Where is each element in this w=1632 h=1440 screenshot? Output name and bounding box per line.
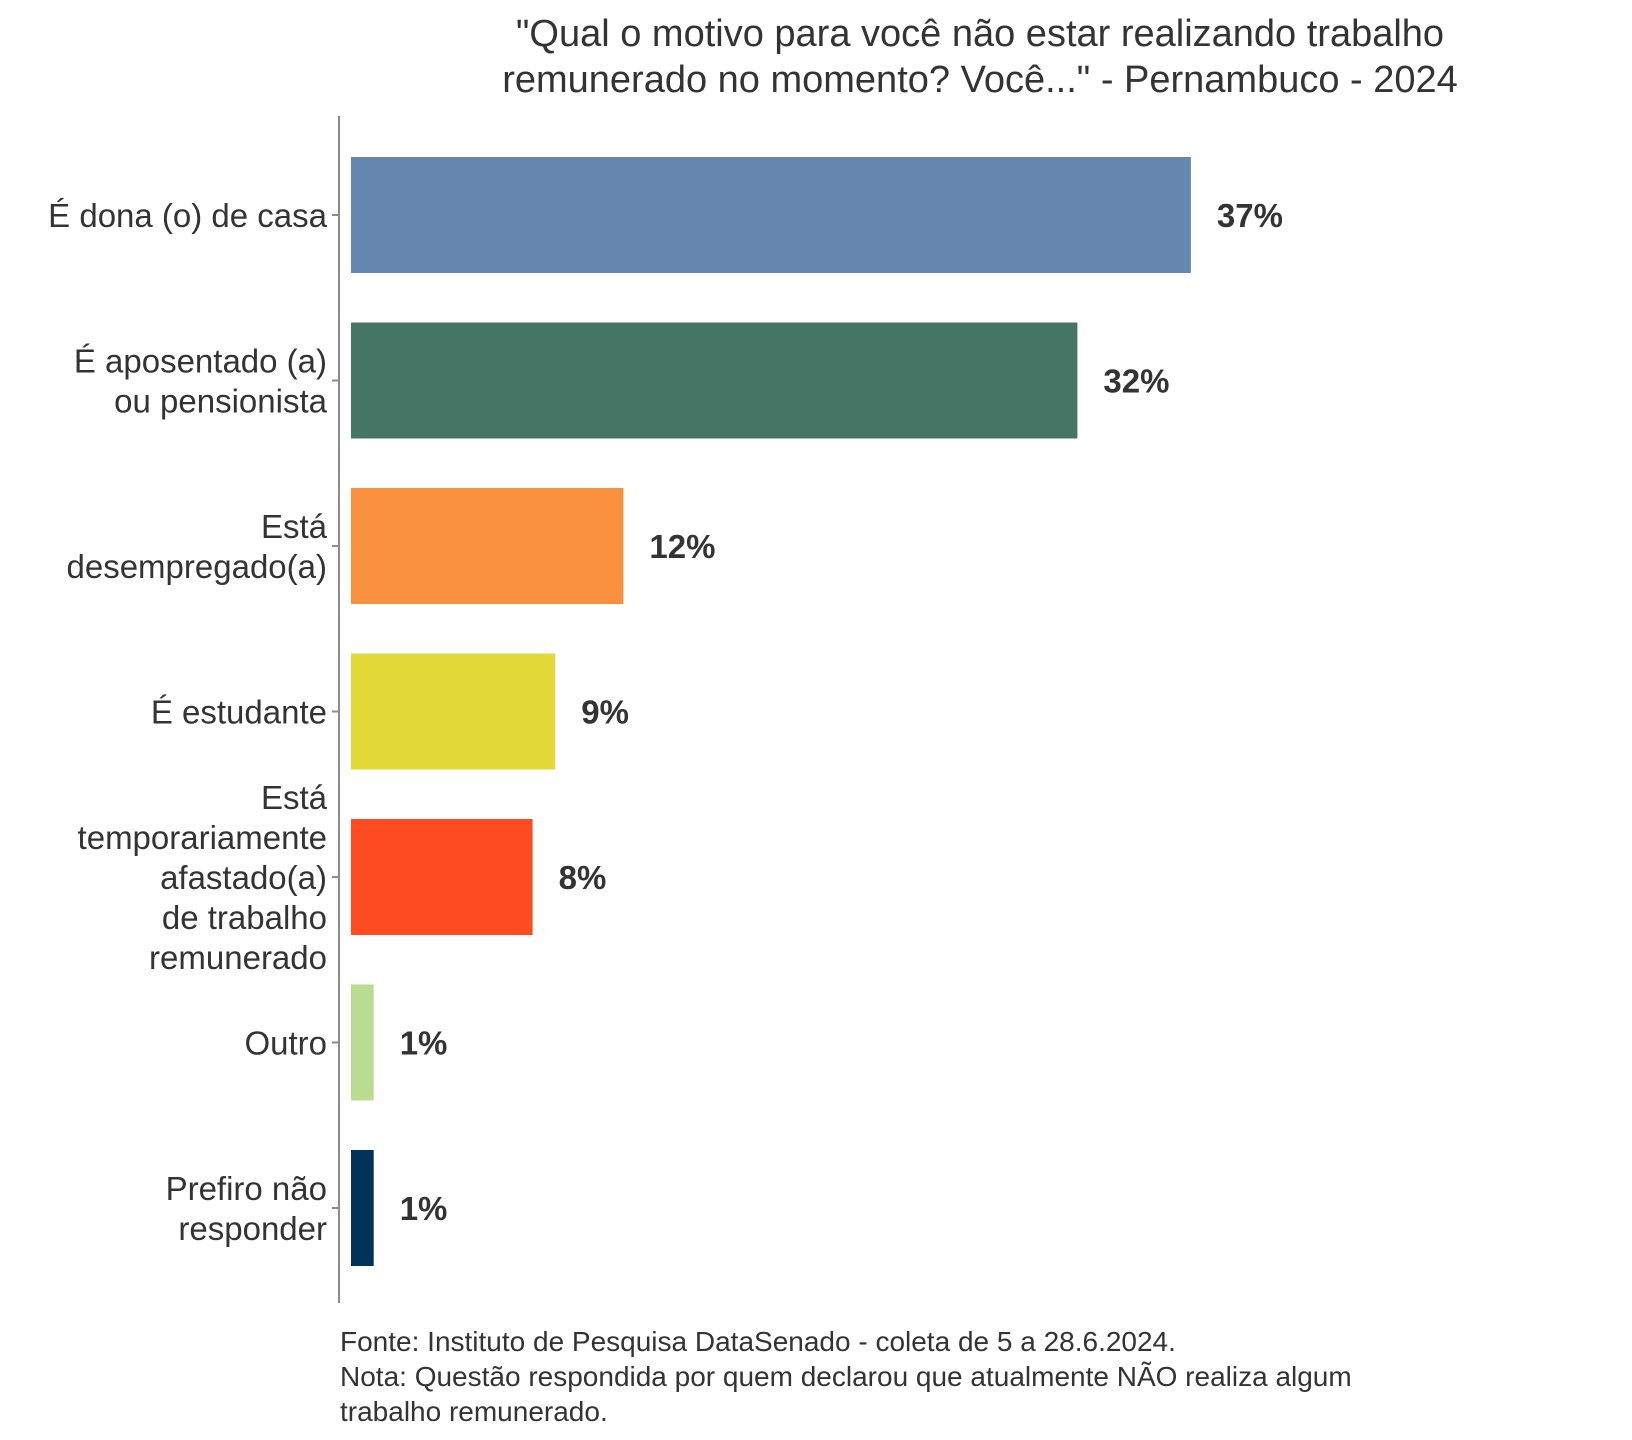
category-label-line: Está [261, 779, 328, 816]
category-label-line: responder [178, 1210, 327, 1247]
category-label-line: remunerado [149, 939, 327, 976]
category-label-line: Está [261, 508, 328, 545]
caption-note-line-1: Nota: Questão respondida por quem declar… [340, 1361, 1352, 1392]
bar-0 [351, 157, 1191, 273]
y-axis-labels: É dona (o) de casa É aposentado (a) ou pen… [48, 197, 327, 1247]
category-label-4: Está temporariamente afastado(a) de trabalh… [78, 779, 328, 976]
bar-3 [351, 653, 556, 770]
value-label-6: 1% [400, 1190, 448, 1227]
bar-2 [351, 488, 624, 604]
value-labels: 37% 32% 12% 9% 8% 1% 1% [400, 197, 1283, 1227]
category-label-line: É dona (o) de casa [48, 197, 327, 234]
value-label-2: 12% [649, 528, 715, 565]
category-label-1: É aposentado (a) ou pensionista [74, 343, 328, 420]
value-label-4: 8% [559, 859, 607, 896]
value-label-0: 37% [1217, 197, 1283, 234]
chart-title: "Qual o motivo para você não estar reali… [502, 13, 1458, 101]
category-label-2: Está desempregado(a) [67, 508, 328, 585]
chart-caption: Fonte: Instituto de Pesquisa DataSenado … [340, 1326, 1352, 1427]
category-label-6: Prefiro não responder [166, 1170, 327, 1247]
bar-6 [351, 1150, 374, 1266]
category-label-line: de trabalho [162, 899, 327, 936]
category-label-5: Outro [244, 1025, 327, 1062]
value-label-1: 32% [1103, 363, 1169, 400]
category-label-line: temporariamente [78, 819, 327, 856]
y-axis-ticks [332, 214, 339, 1209]
caption-source: Fonte: Instituto de Pesquisa DataSenado … [340, 1326, 1176, 1357]
category-label-3: É estudante [151, 694, 327, 731]
chart-title-line-1: "Qual o motivo para você não estar reali… [516, 13, 1444, 55]
category-label-line: É aposentado (a) [74, 343, 327, 380]
bar-5 [351, 984, 374, 1101]
category-label-0: É dona (o) de casa [48, 197, 327, 234]
caption-note-line-2: trabalho remunerado. [340, 1396, 608, 1427]
bar-1 [351, 322, 1078, 439]
bars-group [351, 157, 1191, 1266]
value-label-3: 9% [581, 694, 629, 731]
chart-title-line-2: remunerado no momento? Você..." - Pernam… [502, 59, 1458, 101]
category-label-line: desempregado(a) [67, 548, 328, 585]
bar-4 [351, 819, 533, 935]
category-label-line: É estudante [151, 694, 327, 731]
category-label-line: Prefiro não [166, 1170, 327, 1207]
category-label-line: Outro [244, 1025, 327, 1062]
category-label-line: ou pensionista [114, 383, 327, 420]
category-label-line: afastado(a) [160, 859, 327, 896]
value-label-5: 1% [400, 1025, 448, 1062]
